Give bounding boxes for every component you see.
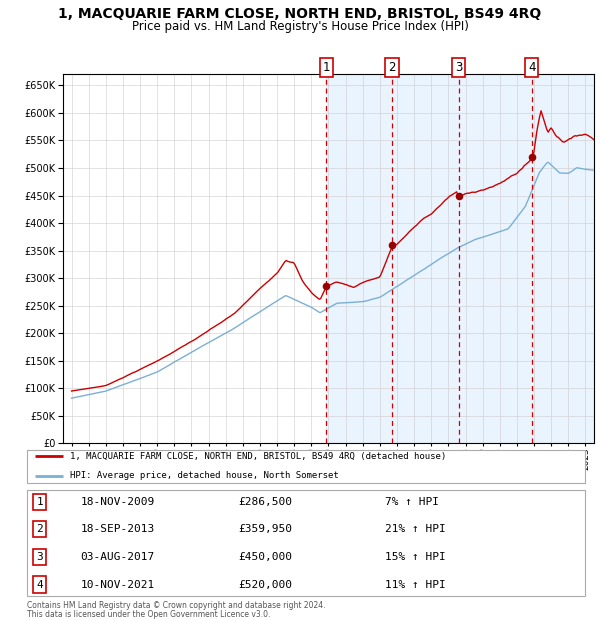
Text: 3: 3 xyxy=(455,61,462,74)
Text: HPI: Average price, detached house, North Somerset: HPI: Average price, detached house, Nort… xyxy=(70,471,339,480)
Text: 1: 1 xyxy=(323,61,330,74)
FancyBboxPatch shape xyxy=(27,450,585,483)
Text: 18-NOV-2009: 18-NOV-2009 xyxy=(80,497,155,507)
Text: 1: 1 xyxy=(37,497,43,507)
Text: 18-SEP-2013: 18-SEP-2013 xyxy=(80,525,155,534)
Text: 4: 4 xyxy=(528,61,535,74)
Text: 1, MACQUARIE FARM CLOSE, NORTH END, BRISTOL, BS49 4RQ (detached house): 1, MACQUARIE FARM CLOSE, NORTH END, BRIS… xyxy=(70,452,446,461)
Text: 2: 2 xyxy=(37,525,43,534)
Text: £520,000: £520,000 xyxy=(238,580,292,590)
Text: £450,000: £450,000 xyxy=(238,552,292,562)
Text: 11% ↑ HPI: 11% ↑ HPI xyxy=(385,580,446,590)
Text: 21% ↑ HPI: 21% ↑ HPI xyxy=(385,525,446,534)
Bar xyxy=(326,74,594,443)
Text: 2: 2 xyxy=(388,61,396,74)
FancyBboxPatch shape xyxy=(27,490,585,596)
Text: 03-AUG-2017: 03-AUG-2017 xyxy=(80,552,155,562)
Text: 4: 4 xyxy=(37,580,43,590)
Text: 7% ↑ HPI: 7% ↑ HPI xyxy=(385,497,439,507)
Text: £359,950: £359,950 xyxy=(238,525,292,534)
Text: Price paid vs. HM Land Registry's House Price Index (HPI): Price paid vs. HM Land Registry's House … xyxy=(131,20,469,33)
Text: This data is licensed under the Open Government Licence v3.0.: This data is licensed under the Open Gov… xyxy=(27,610,271,619)
Text: £286,500: £286,500 xyxy=(238,497,292,507)
Text: 1, MACQUARIE FARM CLOSE, NORTH END, BRISTOL, BS49 4RQ: 1, MACQUARIE FARM CLOSE, NORTH END, BRIS… xyxy=(58,7,542,22)
Text: 10-NOV-2021: 10-NOV-2021 xyxy=(80,580,155,590)
Text: 3: 3 xyxy=(37,552,43,562)
Text: 15% ↑ HPI: 15% ↑ HPI xyxy=(385,552,446,562)
Text: Contains HM Land Registry data © Crown copyright and database right 2024.: Contains HM Land Registry data © Crown c… xyxy=(27,601,325,611)
